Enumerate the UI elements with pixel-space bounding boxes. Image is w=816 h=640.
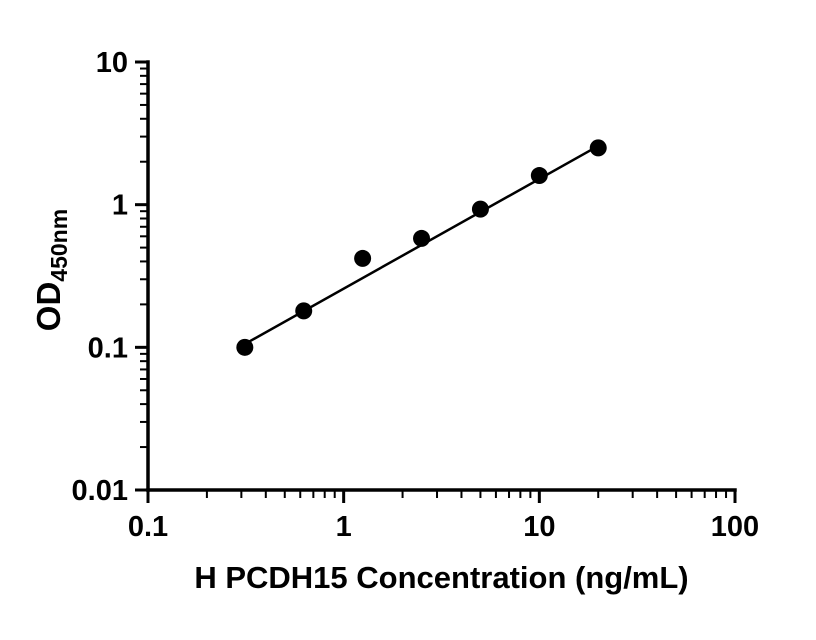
y-tick-label: 0.01 [72, 475, 128, 507]
data-point [530, 167, 548, 185]
y-tick-label: 10 [96, 47, 128, 79]
x-tick-label: 0.1 [128, 511, 168, 543]
x-tick-label: 1 [336, 511, 352, 543]
x-axis-title: H PCDH15 Concentration (ng/mL) [194, 560, 688, 595]
data-point [471, 200, 489, 218]
y-axis-title: OD450nm [30, 209, 72, 331]
data-point [589, 139, 607, 157]
data-point [354, 249, 372, 267]
data-point [413, 229, 431, 247]
data-point [236, 338, 254, 356]
x-tick-label: 10 [523, 511, 555, 543]
y-tick-label: 1 [112, 190, 128, 222]
x-tick-label: 100 [711, 511, 759, 543]
data-point [295, 302, 313, 320]
y-tick-label: 0.1 [88, 332, 128, 364]
